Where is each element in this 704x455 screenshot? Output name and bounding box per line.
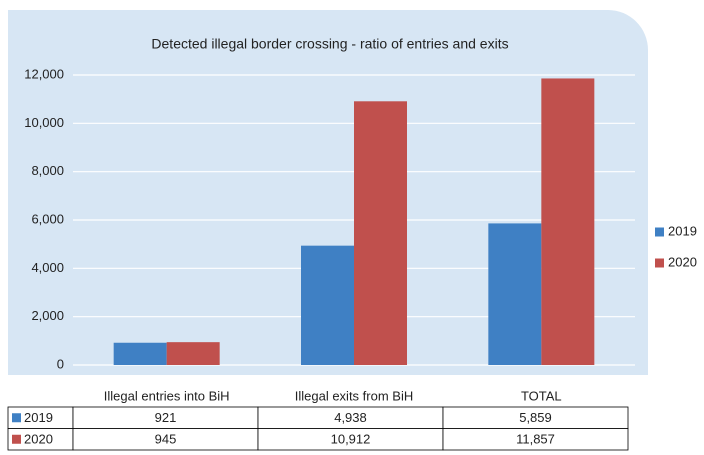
bar (166, 342, 220, 365)
table-value: 945 (155, 432, 177, 447)
x-tick-label: TOTAL (521, 388, 562, 403)
chart-panel (8, 10, 648, 375)
table-value: 921 (155, 410, 177, 425)
y-tick-label: 0 (57, 356, 64, 371)
x-tick-label: Illegal exits from BiH (295, 388, 413, 403)
bar (541, 78, 595, 365)
y-tick-label: 2,000 (31, 308, 64, 323)
y-tick-label: 4,000 (31, 260, 64, 275)
table-series-name: 2019 (24, 410, 53, 425)
legend-swatch (655, 258, 664, 268)
legend-label: 2019 (668, 223, 697, 238)
y-tick-label: 6,000 (31, 211, 64, 226)
table-value: 5,859 (519, 410, 552, 425)
legend-swatch (655, 227, 664, 237)
table-value: 11,857 (516, 432, 555, 447)
legend-label: 2020 (668, 254, 697, 269)
table-cell (442, 428, 629, 451)
y-tick-label: 12,000 (24, 66, 64, 81)
table-swatch (12, 413, 21, 423)
x-tick-label: Illegal entries into BiH (104, 388, 230, 403)
y-tick-label: 10,000 (24, 115, 64, 130)
table-swatch (12, 434, 21, 444)
bar (301, 245, 354, 365)
chart-title: Detected illegal border crossing - ratio… (151, 36, 508, 52)
bar (113, 342, 167, 365)
bar (488, 223, 542, 365)
table-value: 10,912 (331, 432, 371, 447)
table-value: 4,938 (334, 410, 367, 425)
y-tick-label: 8,000 (31, 163, 64, 178)
table-series-name: 2020 (24, 432, 53, 447)
bar (354, 101, 407, 365)
